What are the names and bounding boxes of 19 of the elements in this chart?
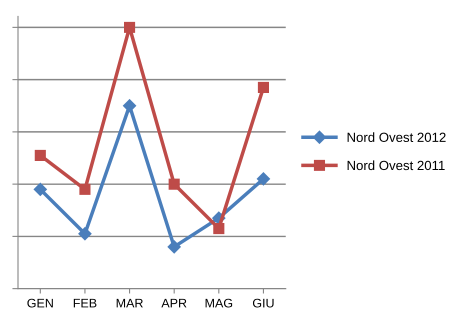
point [79, 184, 90, 195]
point [258, 82, 269, 94]
point [168, 240, 181, 254]
point [256, 172, 270, 186]
point [34, 182, 47, 196]
x-tick-label: MAR [116, 298, 143, 308]
legend-label: Nord Ovest 2011 [348, 160, 445, 170]
x-tick-label: FEB [74, 298, 96, 308]
point [122, 99, 136, 112]
x-tick-label: APR [161, 298, 186, 308]
point [34, 150, 46, 161]
x-tick-label: MAG [206, 298, 232, 308]
point [168, 178, 180, 190]
legend-label: Nord Ovest 2012 [348, 132, 446, 142]
x-tick-label: GIU [252, 298, 274, 308]
x-tick-label: GEN [27, 298, 53, 308]
point [78, 227, 92, 240]
point [124, 22, 136, 33]
point [213, 222, 224, 234]
